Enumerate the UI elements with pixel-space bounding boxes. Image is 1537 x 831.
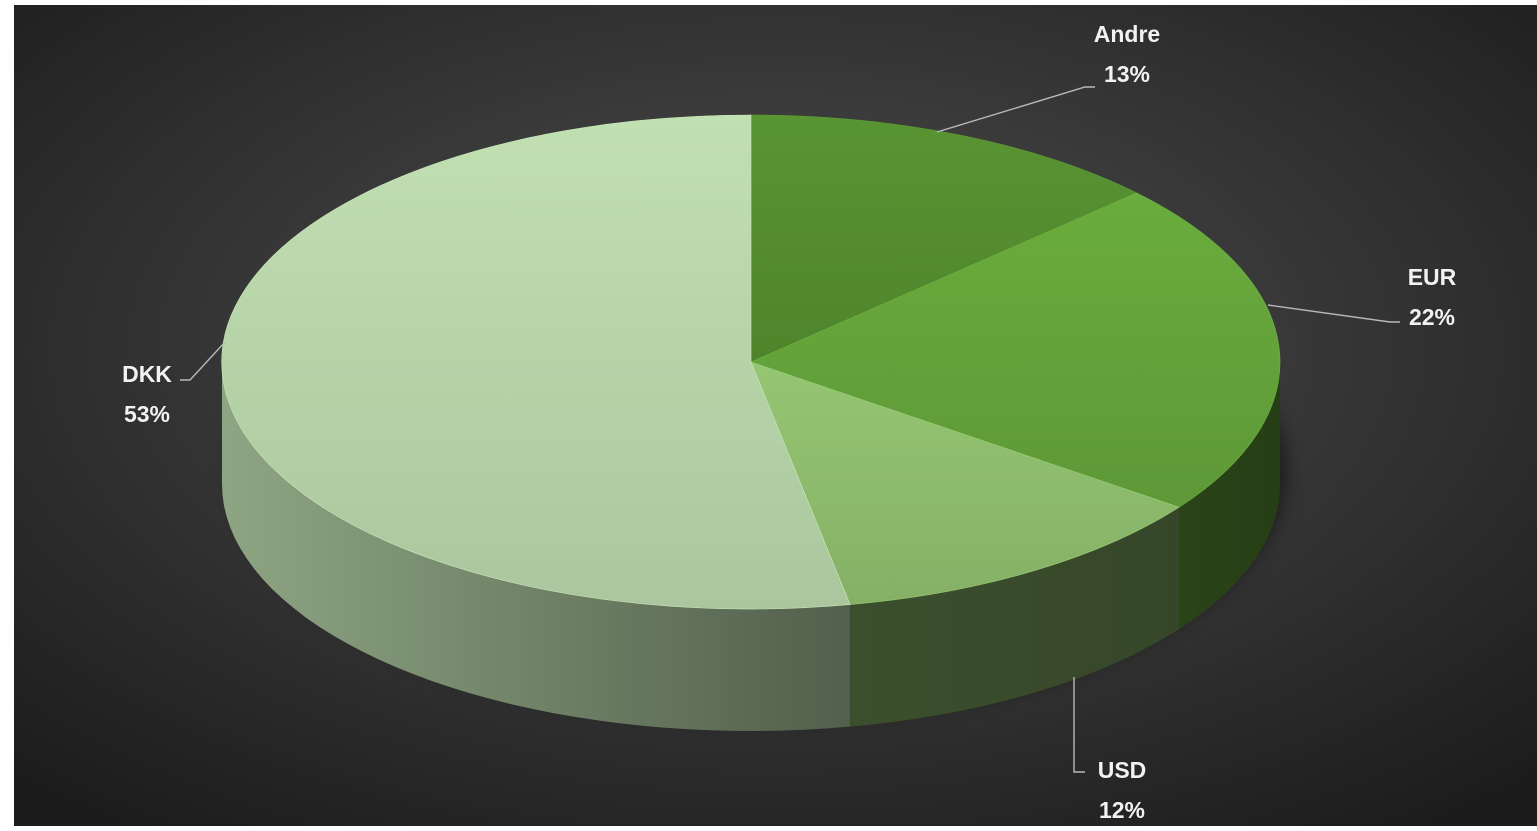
slice-side-dkk: [222, 362, 851, 731]
label-name-dkk: DKK: [122, 361, 172, 387]
label-name-usd: USD: [1098, 757, 1147, 783]
slice-side-usd: [850, 507, 1179, 727]
slice-usd: [750, 361, 1180, 605]
slice-eur: [750, 192, 1281, 508]
leader-line-eur: [1267, 304, 1400, 323]
slice-andre: [750, 114, 1138, 363]
slice-side-eur: [1179, 362, 1280, 630]
label-name-eur: EUR: [1408, 264, 1457, 290]
leader-line-dkk: [180, 341, 226, 381]
label-percent-eur: 22%: [1409, 304, 1455, 330]
pie-tops: [221, 114, 1281, 610]
slice-dkk: [221, 114, 851, 610]
label-percent-andre: 13%: [1104, 61, 1150, 87]
label-percent-usd: 12%: [1099, 797, 1145, 823]
data-labels: Andre 13% EUR 22% USD 12% DKK 53%: [122, 21, 1457, 823]
leader-line-andre: [936, 86, 1095, 133]
leader-line-usd: [1073, 677, 1085, 773]
label-percent-dkk: 53%: [124, 401, 170, 427]
pie-sides: [222, 362, 1280, 731]
label-name-andre: Andre: [1094, 21, 1160, 47]
leader-lines: [180, 86, 1400, 773]
